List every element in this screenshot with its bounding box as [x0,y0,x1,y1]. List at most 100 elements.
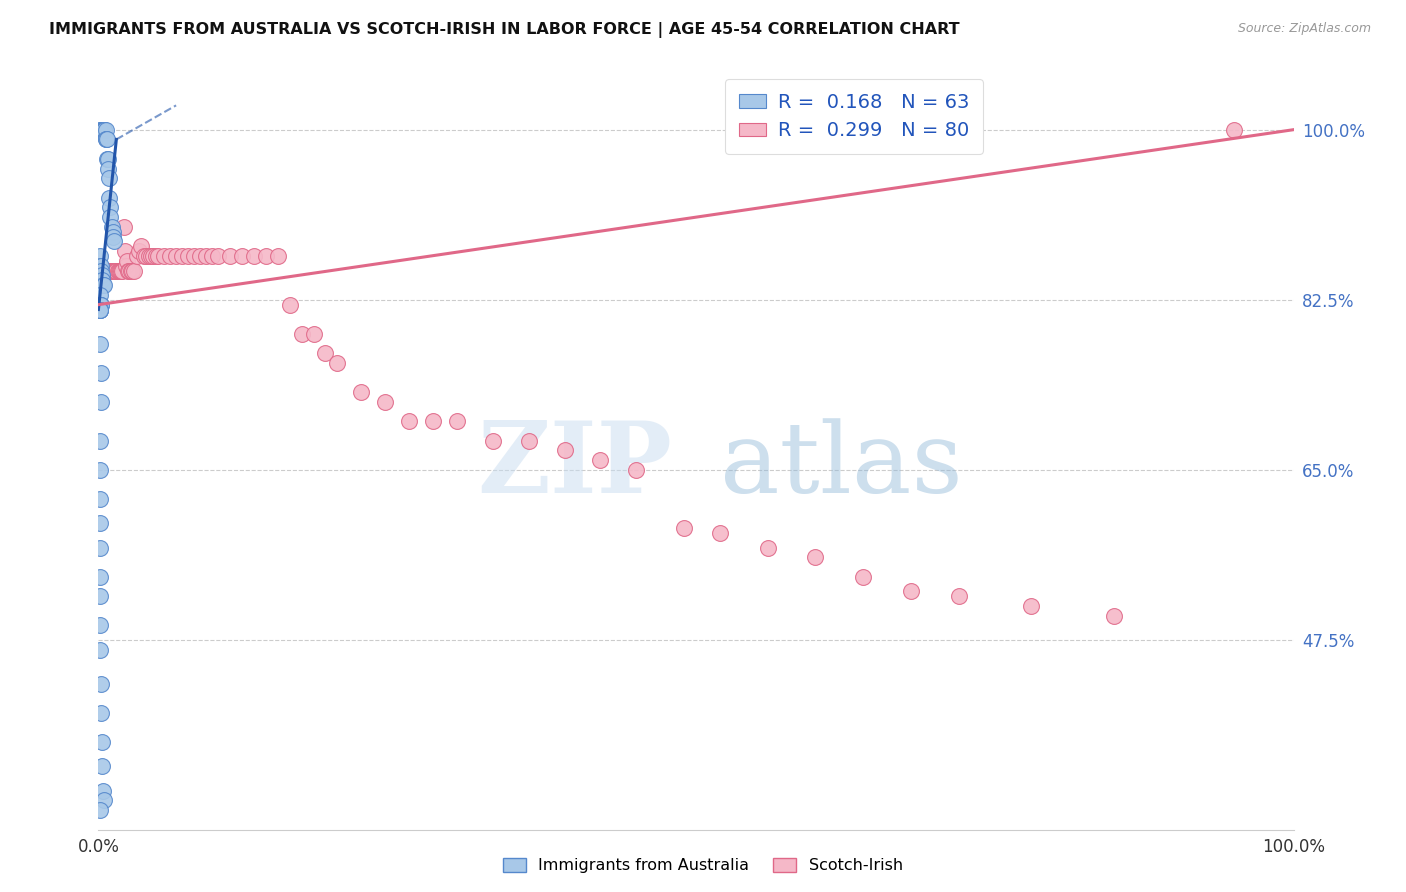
Point [267,249,290,263]
Point [89,570,111,584]
Point [90,122,112,136]
Point [89,302,111,317]
Point [90,395,112,409]
Point [115,254,138,268]
Point [374,395,396,409]
Point [89,803,111,817]
Point [124,263,146,277]
Point [101,225,124,239]
Point [201,249,224,263]
Point [89,589,111,603]
Point [91,783,114,797]
Point [89,298,111,312]
Point [422,414,444,428]
Point [90,298,112,312]
Point [104,263,127,277]
Point [93,278,115,293]
Point [91,122,114,136]
Point [89,249,111,263]
Point [107,263,129,277]
Point [90,263,112,277]
Point [481,434,505,448]
Point [350,385,373,400]
Point [132,249,155,263]
Point [91,122,114,136]
Point [93,793,115,807]
Point [91,273,114,287]
Point [96,152,118,166]
Point [89,541,111,555]
Point [111,263,134,277]
Point [103,235,125,249]
Point [243,249,266,263]
Point [90,259,112,273]
Point [145,249,167,263]
Point [91,122,114,136]
Point [98,263,121,277]
Point [207,249,229,263]
Point [302,326,325,341]
Point [1104,608,1126,623]
Point [172,249,194,263]
Point [89,122,111,136]
Point [138,249,160,263]
Point [96,263,118,277]
Point [219,249,242,263]
Point [100,263,122,277]
Point [89,302,111,317]
Point [98,210,122,224]
Point [93,263,115,277]
Legend: R =  0.168   N = 63, R =  0.299   N = 80: R = 0.168 N = 63, R = 0.299 N = 80 [725,79,983,154]
Point [107,263,129,277]
Point [108,263,131,277]
Point [89,336,111,351]
Point [91,122,114,136]
Point [135,249,157,263]
Point [315,346,337,360]
Point [94,132,117,146]
Point [117,263,139,277]
Point [105,263,128,277]
Point [90,298,112,312]
Point [98,171,121,186]
Point [183,249,205,263]
Point [94,132,117,146]
Point [89,491,111,506]
Point [89,463,111,477]
Point [131,239,153,253]
Point [446,414,468,428]
Point [89,288,111,302]
Text: IMMIGRANTS FROM AUSTRALIA VS SCOTCH-IRISH IN LABOR FORCE | AGE 45-54 CORRELATION: IMMIGRANTS FROM AUSTRALIA VS SCOTCH-IRIS… [49,22,960,38]
Point [91,122,114,136]
Point [125,249,148,263]
Point [120,263,142,277]
Point [398,414,420,428]
Point [153,249,176,263]
Point [114,244,136,259]
Point [91,759,114,773]
Point [112,219,135,234]
Point [291,326,314,341]
Point [254,249,277,263]
Point [326,356,349,370]
Point [90,122,112,136]
Point [96,132,118,146]
Point [91,263,114,277]
Point [89,618,111,632]
Point [91,122,114,136]
Point [852,570,875,584]
Point [91,278,114,293]
Point [756,541,779,555]
Point [93,122,115,136]
Point [139,249,162,263]
Point [115,259,138,273]
Text: ZIP: ZIP [477,417,672,514]
Point [89,642,111,657]
Point [90,263,112,277]
Point [89,434,111,448]
Point [89,259,111,273]
Point [148,249,170,263]
Point [948,589,970,603]
Point [195,249,218,263]
Point [673,521,696,535]
